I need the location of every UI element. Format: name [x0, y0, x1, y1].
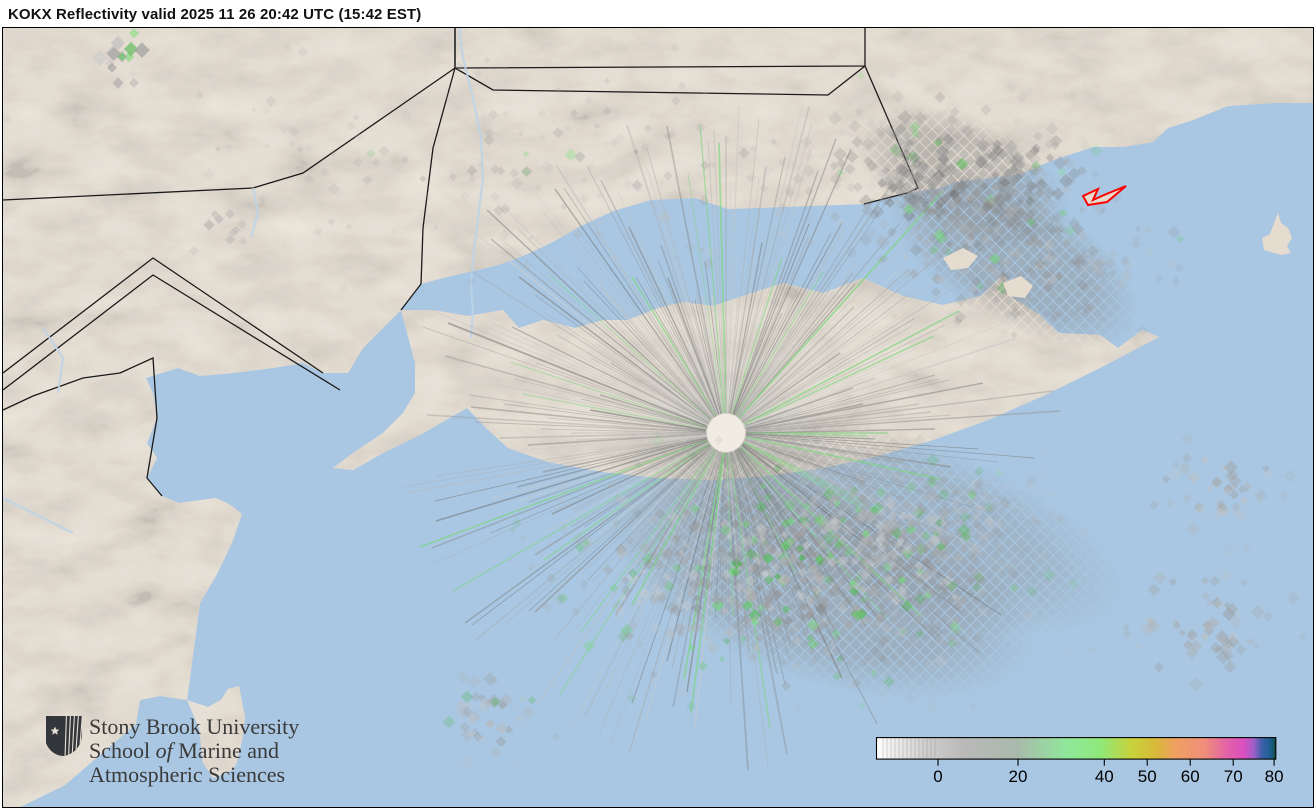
svg-text:School of Marine and: School of Marine and — [89, 738, 279, 763]
svg-text:80: 80 — [1265, 767, 1284, 786]
svg-text:60: 60 — [1181, 767, 1200, 786]
svg-text:40: 40 — [1095, 767, 1114, 786]
svg-text:Stony Brook University: Stony Brook University — [89, 714, 299, 739]
svg-text:50: 50 — [1138, 767, 1157, 786]
svg-text:20: 20 — [1009, 767, 1028, 786]
svg-text:Atmospheric Sciences: Atmospheric Sciences — [89, 762, 285, 787]
svg-text:70: 70 — [1224, 767, 1243, 786]
svg-text:0: 0 — [933, 767, 942, 786]
